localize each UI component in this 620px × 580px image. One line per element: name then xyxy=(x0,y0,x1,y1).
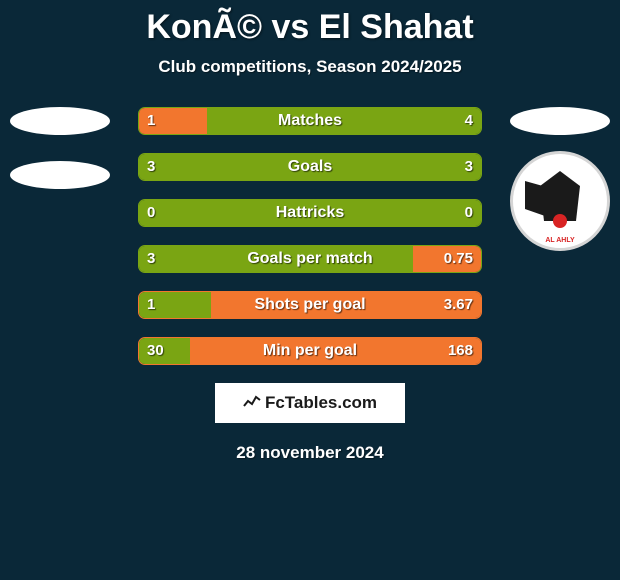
date-label: 28 november 2024 xyxy=(0,443,620,463)
player2-badges: AL AHLY xyxy=(510,107,610,251)
alahly-eagle-icon xyxy=(525,166,595,236)
stat-label: Goals per match xyxy=(139,246,481,272)
stat-row: 33Goals xyxy=(138,153,482,181)
stat-row: 30168Min per goal xyxy=(138,337,482,365)
comparison-bars: 14Matches 33Goals 00Hattricks 30.75Goals pe… xyxy=(138,107,482,365)
player1-club-placeholder xyxy=(10,161,110,189)
player2-country-placeholder xyxy=(510,107,610,135)
stat-label: Goals xyxy=(139,154,481,180)
watermark-text: FcTables.com xyxy=(265,393,377,413)
player1-country-placeholder xyxy=(10,107,110,135)
stat-label: Matches xyxy=(139,108,481,134)
club-name-label: AL AHLY xyxy=(513,237,607,244)
player2-club-logo: AL AHLY xyxy=(510,151,610,251)
stat-label: Min per goal xyxy=(139,338,481,364)
page-title: KonÃ© vs El Shahat xyxy=(0,0,620,47)
stat-row: 14Matches xyxy=(138,107,482,135)
watermark: FcTables.com xyxy=(215,383,405,423)
stat-label: Hattricks xyxy=(139,200,481,226)
comparison-content: AL AHLY 14Matches 33Goals 00Hattricks 30.75… xyxy=(0,107,620,365)
stat-row: 00Hattricks xyxy=(138,199,482,227)
watermark-icon xyxy=(243,395,261,412)
player1-badges xyxy=(10,107,110,215)
stat-label: Shots per goal xyxy=(139,292,481,318)
subtitle: Club competitions, Season 2024/2025 xyxy=(0,57,620,77)
stat-row: 13.67Shots per goal xyxy=(138,291,482,319)
stat-row: 30.75Goals per match xyxy=(138,245,482,273)
